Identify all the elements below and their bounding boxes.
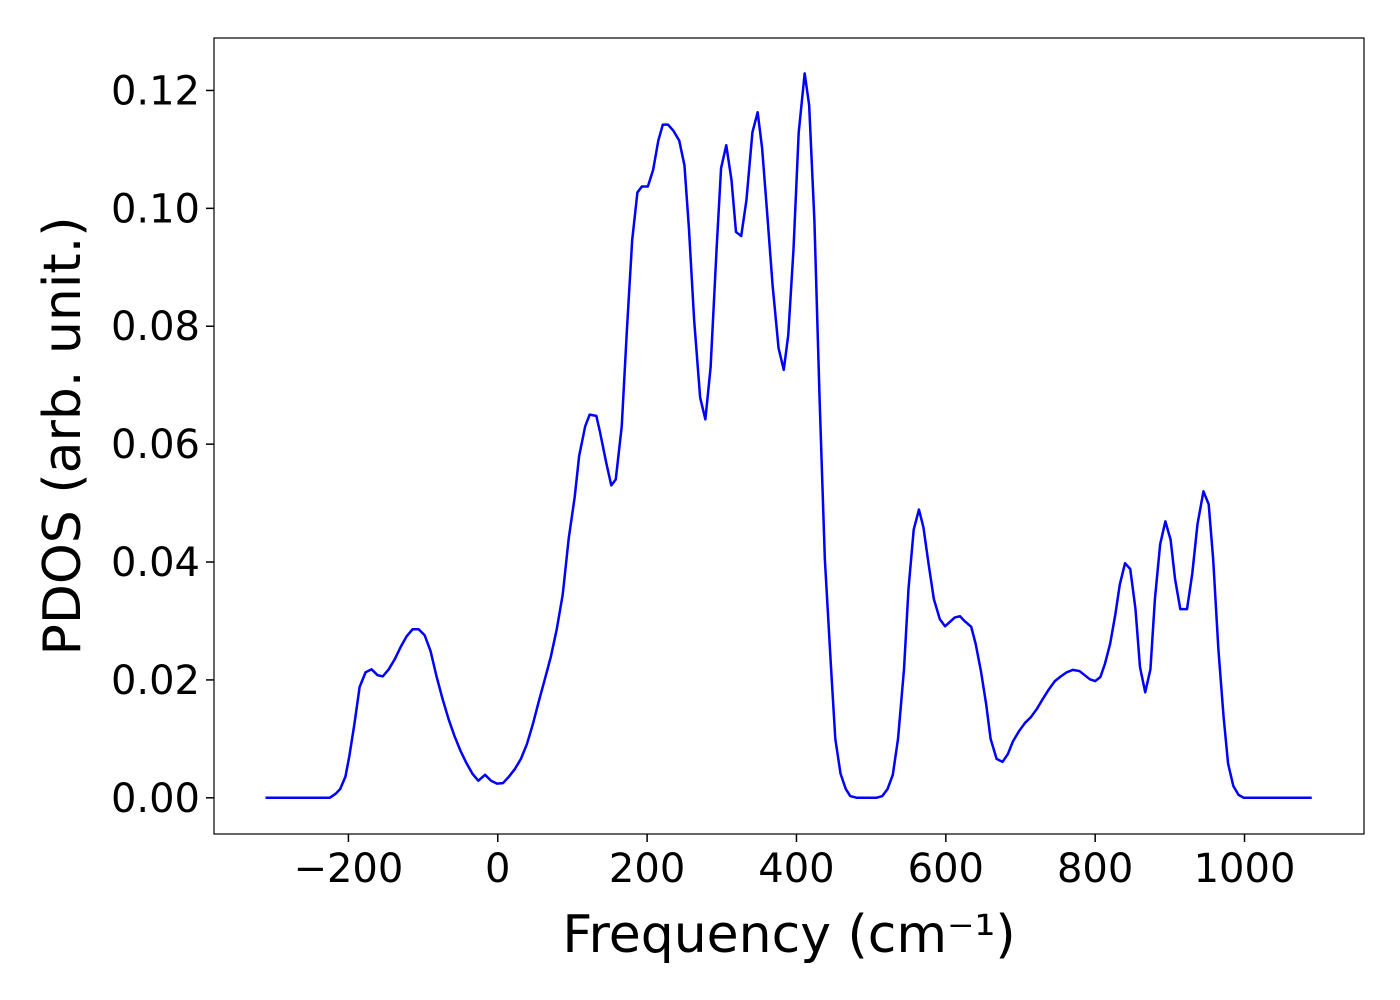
- y-tick-label: 0.10: [111, 186, 200, 232]
- x-tick-label: 0: [485, 846, 510, 892]
- y-tick-label: 0.06: [111, 422, 200, 468]
- y-tick-label: 0.04: [111, 540, 200, 586]
- y-tick-label: 0.02: [111, 658, 200, 704]
- x-tick-label: 200: [609, 846, 685, 892]
- y-tick-label: 0.00: [111, 776, 200, 822]
- x-tick-label: 800: [1057, 846, 1133, 892]
- x-tick-label: −200: [293, 846, 403, 892]
- y-tick-label: 0.08: [111, 304, 200, 350]
- x-tick-label: 400: [758, 846, 834, 892]
- plot-frame: [213, 37, 1365, 835]
- y-tick-label: 0.12: [111, 68, 200, 114]
- x-tick-label: 600: [908, 846, 984, 892]
- y-axis-label: PDOS (arb. unit.): [33, 216, 93, 655]
- x-axis-label: Frequency (cm⁻¹): [562, 905, 1015, 965]
- x-tick-label: 1000: [1194, 846, 1296, 892]
- data-line: [265, 72, 1312, 800]
